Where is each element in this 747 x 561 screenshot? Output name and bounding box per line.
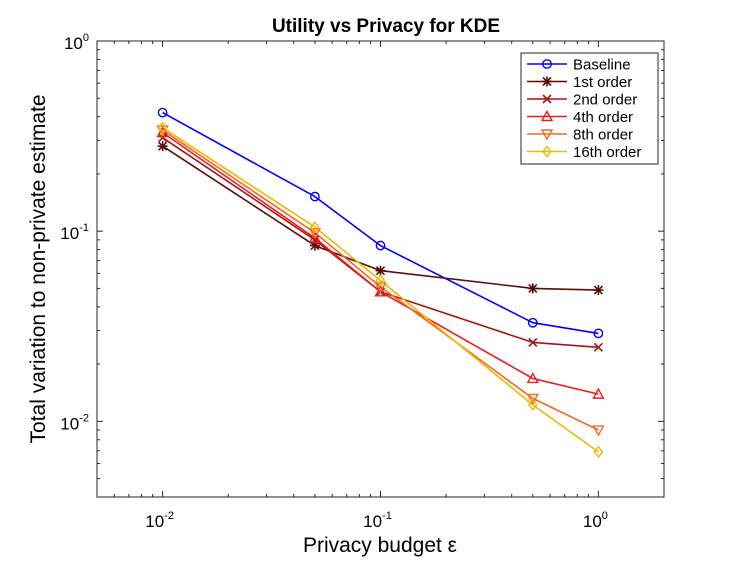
legend-box xyxy=(520,52,659,165)
y-tick-label: 10-1 xyxy=(60,222,89,243)
legend-marker xyxy=(542,94,552,104)
x-tick-label: 10-1 xyxy=(363,510,392,531)
data-point xyxy=(158,133,168,143)
x-axis-label: Privacy budget ε xyxy=(303,534,457,557)
data-point xyxy=(308,231,322,243)
data-point xyxy=(528,337,538,347)
legend-label: 4th order xyxy=(573,109,633,126)
data-point xyxy=(308,228,322,240)
series-line-5 xyxy=(162,127,599,453)
legend-item: 16th order xyxy=(527,144,641,161)
data-point xyxy=(527,283,538,294)
data-point xyxy=(375,265,386,276)
data-point xyxy=(527,317,538,328)
y-axis-label: Total variation to non-private estimate xyxy=(27,94,50,443)
data-point xyxy=(526,393,539,405)
legend-item: 8th order xyxy=(527,127,633,144)
data-point xyxy=(156,126,169,138)
legend-item: 4th order xyxy=(527,109,633,126)
legend-label: 2nd order xyxy=(573,92,637,109)
legend-marker xyxy=(542,76,552,87)
data-point xyxy=(157,141,168,152)
data-point xyxy=(375,240,386,251)
chart-title: Utility vs Privacy for KDE xyxy=(272,16,500,37)
data-point xyxy=(374,282,387,294)
legend-marker xyxy=(540,129,554,141)
data-point xyxy=(526,372,539,384)
legend-item: Baseline xyxy=(527,57,631,74)
legend-item: 1st order xyxy=(527,74,632,91)
legend-label: Baseline xyxy=(573,57,631,74)
legend-marker xyxy=(540,110,554,122)
data-point xyxy=(592,387,605,399)
data-point xyxy=(374,285,387,297)
data-point xyxy=(593,342,603,352)
data-point xyxy=(593,445,604,459)
legend-label: 1st order xyxy=(573,74,632,91)
legend-marker xyxy=(542,59,552,69)
data-point xyxy=(310,191,320,202)
x-tick-label: 100 xyxy=(583,510,608,531)
data-point xyxy=(375,274,386,287)
y-tick-label: 10-2 xyxy=(60,412,89,433)
legend-item: 2nd order xyxy=(527,92,637,109)
legend-marker xyxy=(542,145,552,158)
data-point xyxy=(157,107,168,118)
data-point xyxy=(593,285,604,296)
data-point xyxy=(310,221,320,234)
y-tick-label: 100 xyxy=(64,32,89,53)
data-point xyxy=(592,425,605,437)
x-tick-label: 10-2 xyxy=(145,510,174,531)
data-point xyxy=(527,398,538,412)
data-point xyxy=(157,121,168,134)
legend-label: 8th order xyxy=(573,127,633,144)
data-point xyxy=(593,328,604,339)
legend-label: 16th order xyxy=(573,144,641,161)
series-line-0 xyxy=(162,111,599,335)
